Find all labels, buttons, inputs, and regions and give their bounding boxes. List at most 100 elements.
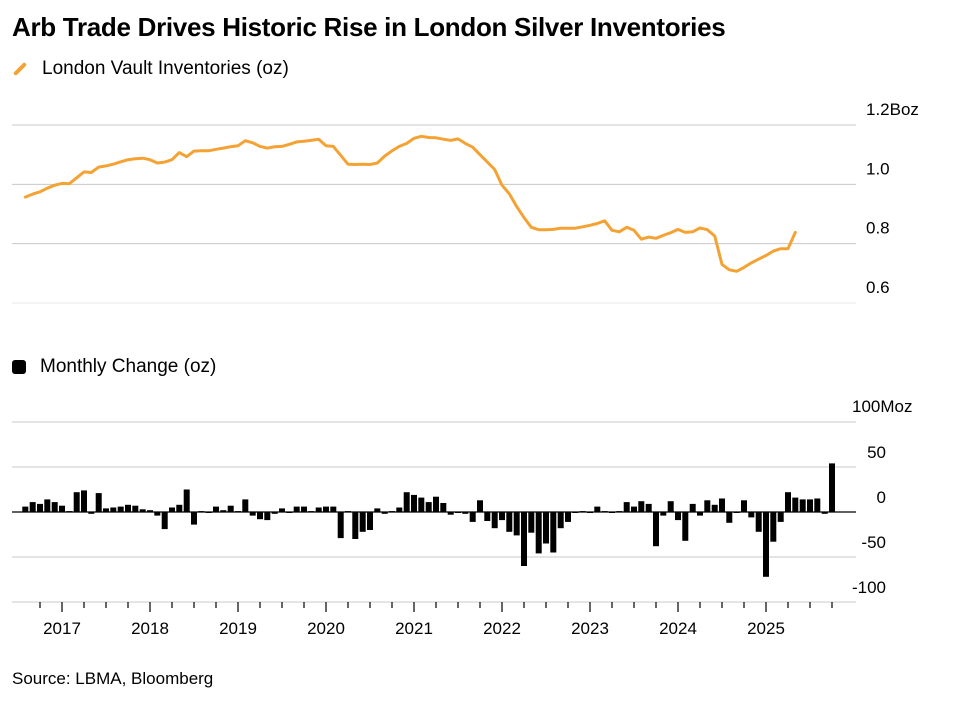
monthly-change-bar xyxy=(462,512,469,514)
monthly-change-bar xyxy=(748,512,755,518)
monthly-change-bar xyxy=(675,512,681,521)
bar-ytick-label: 100Moz xyxy=(852,397,912,416)
monthly-change-bar xyxy=(631,506,637,512)
monthly-change-bar xyxy=(22,506,29,512)
monthly-change-bar xyxy=(301,506,307,512)
monthly-change-bar xyxy=(359,512,366,532)
legend-line: London Vault Inventories (oz) xyxy=(12,58,289,80)
monthly-change-bar xyxy=(682,512,689,541)
monthly-change-bar xyxy=(213,506,219,512)
monthly-change-bar xyxy=(535,512,542,554)
monthly-change-bar xyxy=(315,507,322,512)
monthly-change-bar xyxy=(785,492,791,512)
monthly-change-bar xyxy=(279,508,285,512)
monthly-change-bar xyxy=(59,505,65,512)
monthly-change-bar xyxy=(506,512,513,532)
monthly-change-bar xyxy=(132,505,139,512)
monthly-change-bar xyxy=(755,512,762,532)
monthly-change-bar xyxy=(807,499,813,512)
monthly-change-bar xyxy=(550,512,557,553)
monthly-change-bar xyxy=(704,500,711,512)
monthly-change-bar xyxy=(81,490,87,512)
monthly-change-bar xyxy=(821,512,828,514)
monthly-change-bar xyxy=(660,512,667,516)
line-ytick-label: 1.2Boz xyxy=(866,100,919,119)
monthly-change-bar xyxy=(220,510,227,512)
line-ytick-label: 0.8 xyxy=(866,219,890,238)
monthly-change-bar xyxy=(792,497,799,512)
bar-ytick-label: -100 xyxy=(852,578,886,597)
monthly-change-bar xyxy=(638,501,645,512)
monthly-change-bar xyxy=(242,499,249,512)
monthly-change-bar xyxy=(719,498,725,512)
line-ytick-label: 0.6 xyxy=(866,278,890,297)
monthly-change-bar xyxy=(594,506,601,512)
monthly-change-bar xyxy=(293,506,300,512)
monthly-change-bar xyxy=(565,512,571,522)
monthly-change-bar xyxy=(499,512,505,521)
monthly-change-bar xyxy=(330,506,337,512)
monthly-change-bar xyxy=(528,512,535,533)
monthly-change-bar xyxy=(543,512,549,544)
bar-ytick-label: 0 xyxy=(877,488,886,507)
monthly-change-bar xyxy=(469,512,476,522)
x-tick-label: 2020 xyxy=(307,619,345,638)
x-tick-label: 2023 xyxy=(571,619,609,638)
monthly-change-bar xyxy=(491,512,498,529)
monthly-change-bar xyxy=(799,499,806,512)
monthly-change-bar xyxy=(418,497,425,512)
monthly-change-bar xyxy=(110,507,117,512)
monthly-change-bar xyxy=(323,506,329,512)
monthly-change-bar xyxy=(521,512,527,566)
monthly-change-bar xyxy=(623,502,630,512)
monthly-change-bar xyxy=(88,512,95,514)
monthly-change-bar xyxy=(403,492,410,512)
legend-bar: Monthly Change (oz) xyxy=(12,356,216,378)
monthly-change-bar xyxy=(154,512,161,516)
monthly-change-bar xyxy=(477,500,483,512)
line-ytick-label: 1.0 xyxy=(866,159,890,178)
monthly-change-bar xyxy=(29,502,36,512)
monthly-change-bar xyxy=(367,512,373,530)
monthly-change-bar xyxy=(777,512,784,522)
x-tick-label: 2017 xyxy=(43,619,81,638)
monthly-change-bar xyxy=(169,507,175,512)
monthly-change-bar xyxy=(425,502,432,512)
monthly-change-bar xyxy=(37,503,43,512)
bar-ytick-label: -50 xyxy=(861,533,886,552)
monthly-change-bar xyxy=(95,493,102,512)
monthly-change-bar xyxy=(689,503,696,512)
monthly-change-bar xyxy=(411,494,417,512)
monthly-change-bar xyxy=(433,496,439,512)
monthly-change-bar xyxy=(447,512,454,515)
legend-bar-swatch xyxy=(12,360,26,374)
x-tick-label: 2018 xyxy=(131,619,169,638)
monthly-change-bar xyxy=(763,512,769,577)
monthly-change-bar xyxy=(271,512,278,514)
x-tick-label: 2022 xyxy=(483,619,521,638)
monthly-change-bar xyxy=(484,512,491,521)
monthly-change-bar xyxy=(557,512,564,529)
monthly-change-bar xyxy=(183,489,190,512)
x-tick-label: 2025 xyxy=(747,619,785,638)
monthly-change-bar xyxy=(374,508,381,512)
monthly-change-bar xyxy=(191,512,197,525)
monthly-change-bar xyxy=(161,512,168,530)
chart-title: Arb Trade Drives Historic Rise in London… xyxy=(12,12,726,42)
monthly-change-bar xyxy=(770,512,777,542)
bar-ytick-label: 50 xyxy=(867,443,886,462)
monthly-change-bar xyxy=(103,508,109,512)
inventory-line xyxy=(23,134,797,273)
monthly-change-bar xyxy=(257,512,263,520)
monthly-change-bar xyxy=(667,501,674,512)
monthly-change-bar xyxy=(513,512,520,536)
monthly-change-bar xyxy=(396,507,403,512)
monthly-change-bar xyxy=(711,504,718,512)
monthly-change-bar xyxy=(249,512,256,516)
monthly-change-bar xyxy=(653,512,659,547)
monthly-change-bar xyxy=(440,503,447,512)
monthly-change-bar xyxy=(264,512,271,521)
monthly-change-bar xyxy=(645,503,652,512)
monthly-change-bar xyxy=(227,505,234,512)
monthly-change-bar xyxy=(125,504,131,512)
